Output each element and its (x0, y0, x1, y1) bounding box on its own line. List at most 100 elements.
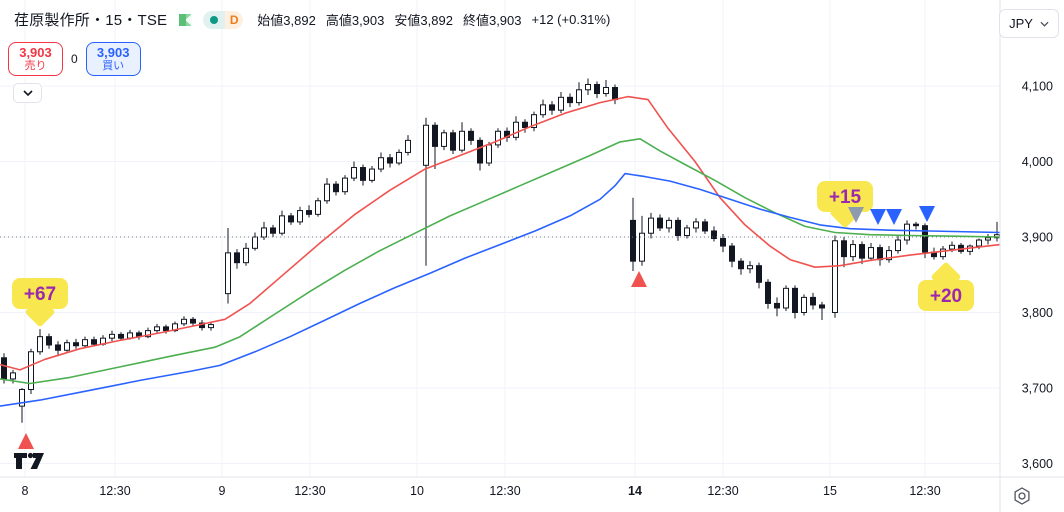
low-label: 安値 (394, 13, 421, 28)
candle-down (118, 333, 124, 339)
collapse-trade-panel-button[interactable] (13, 83, 42, 103)
chevron-down-icon (22, 90, 33, 96)
profit-callout-text: +20 (930, 286, 962, 307)
sell-marker-triangle-down (919, 206, 935, 222)
candle-up (342, 177, 348, 193)
candle-down (922, 225, 928, 253)
candle-down (765, 281, 771, 304)
candle-up (378, 157, 384, 170)
candle-up (423, 124, 429, 166)
candle-up (684, 227, 690, 236)
profit-callout (12, 278, 68, 309)
candle-down (819, 304, 825, 309)
data-status-badges[interactable]: D (203, 10, 244, 29)
price-axis-label[interactable]: 4,100 (1022, 80, 1053, 94)
chevron-down-icon (1040, 21, 1049, 27)
buy-marker-triangle-up (18, 433, 34, 449)
realtime-dot-icon (203, 10, 226, 29)
market-status-icon (179, 13, 193, 27)
time-axis-label[interactable]: 8 (22, 484, 29, 498)
symbol-title[interactable]: 荏原製作所・15・TSE (14, 12, 168, 29)
time-axis-label[interactable]: 12:30 (99, 484, 130, 498)
candle-up (783, 287, 789, 309)
axis-settings-icon[interactable] (1010, 485, 1034, 507)
candle-down (594, 83, 600, 95)
candle-up (82, 339, 88, 347)
candle-down (306, 210, 312, 215)
ohlc-readout: 始値3,892 高値3,903 安値3,892 終値3,903 +12 (+0.… (257, 10, 610, 29)
time-axis-label[interactable]: 10 (410, 484, 424, 498)
candle-up (459, 130, 465, 151)
time-axis-label[interactable]: 12:30 (909, 484, 940, 498)
currency-selector[interactable]: JPY (999, 9, 1059, 38)
candle-up (28, 351, 34, 391)
candle-down (549, 104, 555, 111)
sell-marker-triangle-down (870, 209, 886, 225)
candle-up (747, 265, 753, 270)
candle-up (243, 247, 249, 264)
profit-callout-text: +67 (24, 284, 56, 305)
close-label: 終値 (462, 13, 489, 28)
candle-up (10, 372, 16, 380)
candle-down (270, 227, 276, 234)
candle-down (738, 260, 744, 270)
candle-down (190, 318, 196, 324)
price-axis-label[interactable]: 3,700 (1022, 382, 1053, 396)
candle-up (225, 252, 231, 295)
candle-down (46, 336, 52, 346)
candle-up (181, 318, 187, 325)
candle-down (387, 157, 393, 164)
candle-up (940, 248, 946, 258)
candle-up (486, 144, 492, 164)
close-value: 3,903 (488, 13, 522, 28)
candle-up (540, 104, 546, 116)
candle-down (234, 252, 240, 264)
candle-up (495, 130, 501, 146)
candle-down (91, 339, 97, 345)
time-axis-label[interactable]: 14 (628, 484, 642, 498)
candle-up (369, 168, 375, 181)
candle-up (801, 296, 807, 313)
candle-up (895, 239, 901, 252)
price-axis-label[interactable]: 4,000 (1022, 155, 1053, 169)
open-label: 始値 (257, 13, 284, 28)
delayed-data-badge: D (225, 10, 244, 29)
time-axis-label[interactable]: 9 (219, 484, 226, 498)
time-axis-label[interactable]: 12:30 (707, 484, 738, 498)
candle-up (208, 324, 214, 329)
open-value: 3,892 (283, 13, 316, 28)
sell-button[interactable]: 3,903 売り (8, 42, 63, 76)
tradingview-logo[interactable] (13, 451, 45, 476)
candle-up (886, 250, 892, 261)
buy-marker-triangle-up (631, 271, 647, 287)
time-axis-label[interactable]: 12:30 (294, 484, 325, 498)
candle-down (711, 230, 717, 240)
time-axis-label[interactable]: 15 (823, 484, 837, 498)
candle-down (630, 219, 636, 262)
candle-up (315, 200, 321, 215)
candle-up (693, 221, 699, 229)
candle-up (576, 89, 582, 104)
candle-up (850, 244, 856, 258)
sell-label: 売り (24, 60, 47, 73)
candle-up (585, 83, 591, 91)
price-axis-label[interactable]: 3,600 (1022, 457, 1053, 471)
candle-up (109, 333, 115, 339)
candle-down (859, 244, 865, 259)
candle-down (756, 265, 762, 283)
profit-callout-text: +15 (829, 187, 862, 208)
price-axis-label[interactable]: 3,800 (1022, 306, 1053, 320)
candle-up (639, 232, 645, 262)
candle-down (702, 221, 708, 232)
candle-up (279, 215, 285, 234)
price-axis-label[interactable]: 3,900 (1022, 231, 1053, 245)
candle-down (567, 96, 573, 104)
candle-up (154, 326, 160, 332)
candle-down (675, 219, 681, 236)
time-axis-label[interactable]: 12:30 (489, 484, 520, 498)
buy-button[interactable]: 3,903 買い (85, 42, 141, 76)
candle-up (145, 330, 151, 338)
candle-up (603, 87, 609, 95)
